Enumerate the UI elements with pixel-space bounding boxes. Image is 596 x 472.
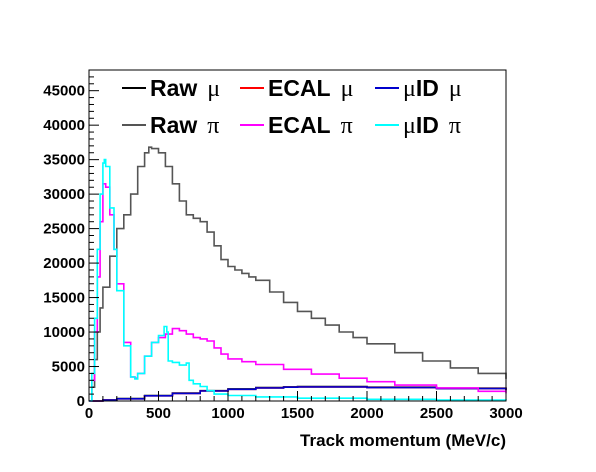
axis-layer: 0 500 1000 1500 2000 2500 30000500010000150002… [43,76,523,422]
legend-label: μID π [403,112,461,139]
x-axis-title: Track momentum (MeV/c) [300,431,506,450]
y-tick-label: 30000 [43,186,85,203]
y-tick-label: 20000 [43,255,85,272]
x-tick-label: 0 [85,405,93,422]
y-tick-label: 0 [77,393,85,410]
y-tick-label: 35000 [43,152,85,169]
x-tick-label: 1000 [211,405,244,422]
legend-label: ECAL μ [268,75,354,102]
legend-label: Raw μ [150,75,220,102]
legend-label: Raw π [150,112,219,139]
y-tick-label: 40000 [43,117,85,134]
y-tick-label: 25000 [43,221,85,238]
y-tick-label: 5000 [52,359,85,376]
x-tick-label: 3000 [489,405,522,422]
series-layer [89,146,507,402]
legend-label: μID μ [403,75,462,102]
legend-label: ECAL π [268,112,353,139]
y-tick-label: 15000 [43,290,85,307]
series-4-line [89,183,507,402]
legend: Raw μ ECAL μ μID μ Raw π ECAL π μID π [122,75,462,139]
x-tick-label: 500 [146,405,171,422]
series-2-line [89,386,507,402]
y-tick-label: 10000 [43,324,85,341]
y-tick-label: 45000 [43,83,85,100]
x-tick-label: 2500 [420,405,453,422]
x-tick-label: 2000 [350,405,383,422]
x-tick-label: 1500 [281,405,314,422]
series-5-line [89,158,507,402]
series-3-line [89,146,507,402]
